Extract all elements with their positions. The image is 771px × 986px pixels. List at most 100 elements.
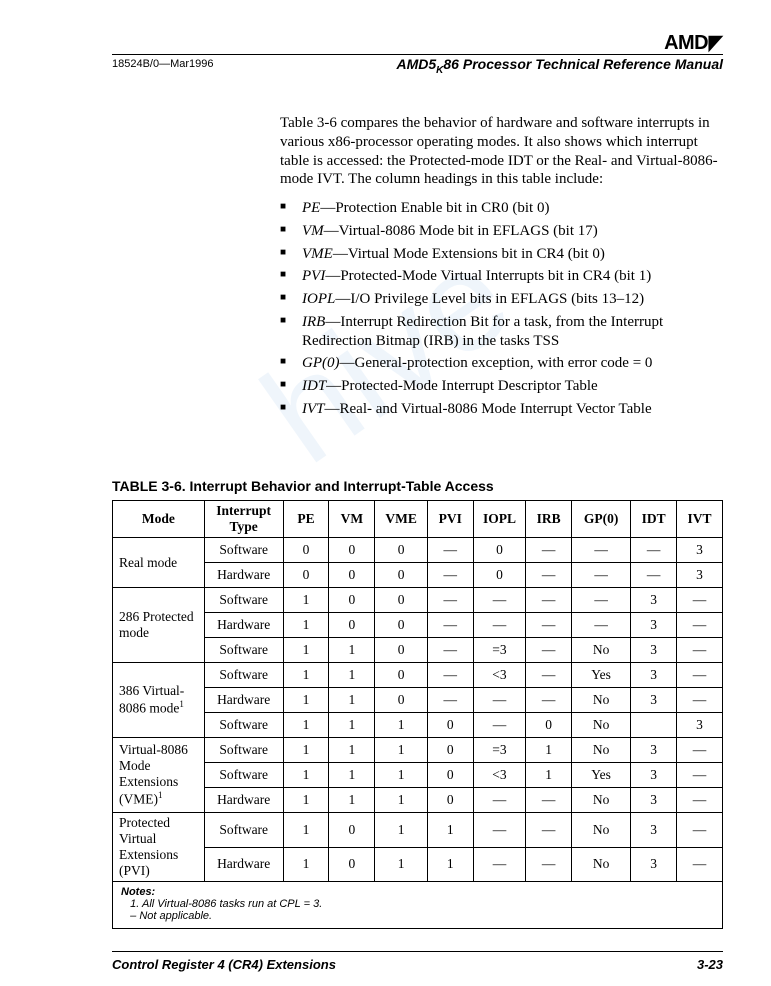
- table-cell: 3: [631, 813, 677, 848]
- table-cell: 1: [283, 788, 329, 813]
- table-cell: Software: [204, 588, 283, 613]
- table-cell: —: [526, 688, 572, 713]
- table-cell: —: [677, 763, 723, 788]
- table-row: Software110—=3—No3—: [113, 638, 723, 663]
- legend-item: IDT—Protected-Mode Interrupt Descriptor …: [280, 377, 723, 396]
- table-cell: 0: [329, 613, 375, 638]
- table-header: InterruptType: [204, 501, 283, 538]
- table-cell: —: [526, 538, 572, 563]
- table-cell: 1: [283, 613, 329, 638]
- table-cell: Yes: [572, 663, 631, 688]
- table-cell: 0: [375, 563, 427, 588]
- table-cell: No: [572, 738, 631, 763]
- table-cell: —: [526, 813, 572, 848]
- table-cell: 1: [283, 588, 329, 613]
- table-cell: Software: [204, 663, 283, 688]
- table-header: VME: [375, 501, 427, 538]
- table-cell: 3: [631, 663, 677, 688]
- table-cell: 1: [329, 763, 375, 788]
- footer-rule: [112, 951, 723, 952]
- table-header: IVT: [677, 501, 723, 538]
- table-cell: —: [473, 713, 525, 738]
- mode-cell: Protected Virtual Extensions (PVI): [113, 813, 205, 882]
- table-cell: 0: [283, 563, 329, 588]
- table-row: 286 Protected modeSoftware100————3—: [113, 588, 723, 613]
- table-cell: 1: [283, 738, 329, 763]
- table-cell: No: [572, 788, 631, 813]
- table-cell: —: [473, 613, 525, 638]
- table-cell: 1: [283, 713, 329, 738]
- table-header: PVI: [427, 501, 473, 538]
- table-cell: No: [572, 847, 631, 882]
- legend-item: IOPL—I/O Privilege Level bits in EFLAGS …: [280, 290, 723, 309]
- table-cell: —: [677, 663, 723, 688]
- table-cell: <3: [473, 663, 525, 688]
- table-cell: 1: [375, 763, 427, 788]
- table-cell: No: [572, 638, 631, 663]
- table-cell: —: [526, 638, 572, 663]
- legend-item: VM—Virtual-8086 Mode bit in EFLAGS (bit …: [280, 222, 723, 241]
- table-row: Hardware000—0———3: [113, 563, 723, 588]
- table-cell: 1: [375, 847, 427, 882]
- table-cell: 0: [473, 563, 525, 588]
- footer-section: Control Register 4 (CR4) Extensions: [112, 957, 336, 972]
- table-cell: 1: [375, 788, 427, 813]
- table-cell: <3: [473, 763, 525, 788]
- table-cell: —: [473, 788, 525, 813]
- table-cell: 1: [526, 763, 572, 788]
- table-cell: =3: [473, 638, 525, 663]
- mode-cell: Real mode: [113, 538, 205, 588]
- table-cell: Hardware: [204, 788, 283, 813]
- table-cell: 1: [375, 713, 427, 738]
- table-cell: —: [572, 538, 631, 563]
- table-cell: —: [526, 613, 572, 638]
- table-cell: —: [427, 588, 473, 613]
- table-header: PE: [283, 501, 329, 538]
- table-cell: 3: [677, 563, 723, 588]
- table-header: Mode: [113, 501, 205, 538]
- table-cell: No: [572, 813, 631, 848]
- table-cell: 3: [631, 613, 677, 638]
- table-cell: 0: [329, 538, 375, 563]
- table-cell: —: [677, 788, 723, 813]
- legend-list: PE—Protection Enable bit in CR0 (bit 0)V…: [280, 199, 723, 419]
- table-cell: —: [526, 588, 572, 613]
- table-row: Protected Virtual Extensions (PVI)Softwa…: [113, 813, 723, 848]
- table-cell: —: [572, 588, 631, 613]
- table-cell: —: [427, 538, 473, 563]
- table-cell: 0: [526, 713, 572, 738]
- table-cell: Hardware: [204, 847, 283, 882]
- table-cell: —: [473, 847, 525, 882]
- table-cell: 3: [631, 588, 677, 613]
- table-cell: Hardware: [204, 688, 283, 713]
- table-cell: 1: [329, 688, 375, 713]
- table-cell: —: [631, 538, 677, 563]
- table-cell: 0: [375, 688, 427, 713]
- legend-item: GP(0)—General-protection exception, with…: [280, 354, 723, 373]
- table-row: Virtual-8086 Mode Extensions (VME)1Softw…: [113, 738, 723, 763]
- intro-paragraph: Table 3-6 compares the behavior of hardw…: [280, 114, 723, 189]
- table-cell: No: [572, 688, 631, 713]
- manual-title: AMD5K86 Processor Technical Reference Ma…: [396, 56, 723, 76]
- legend-item: IRB—Interrupt Redirection Bit for a task…: [280, 313, 723, 351]
- table-cell: 1: [427, 813, 473, 848]
- mode-cell: 386 Virtual-8086 mode1: [113, 663, 205, 738]
- table-cell: 3: [677, 538, 723, 563]
- table-cell: —: [427, 613, 473, 638]
- table-cell: 1: [329, 663, 375, 688]
- table-cell: =3: [473, 738, 525, 763]
- table-cell: Software: [204, 713, 283, 738]
- header-rule: [112, 54, 723, 55]
- table-row: Software1110—0No3: [113, 713, 723, 738]
- table-cell: Software: [204, 738, 283, 763]
- table-cell: —: [526, 847, 572, 882]
- table-cell: —: [677, 738, 723, 763]
- brand-arrow-icon: ◤: [709, 30, 722, 55]
- mode-cell: 286 Protected mode: [113, 588, 205, 663]
- table-cell: [631, 713, 677, 738]
- table-cell: 1: [427, 847, 473, 882]
- table-cell: 3: [631, 847, 677, 882]
- doc-id: 18524B/0—Mar1996: [112, 58, 214, 70]
- table-row: Hardware100————3—: [113, 613, 723, 638]
- table-cell: Software: [204, 538, 283, 563]
